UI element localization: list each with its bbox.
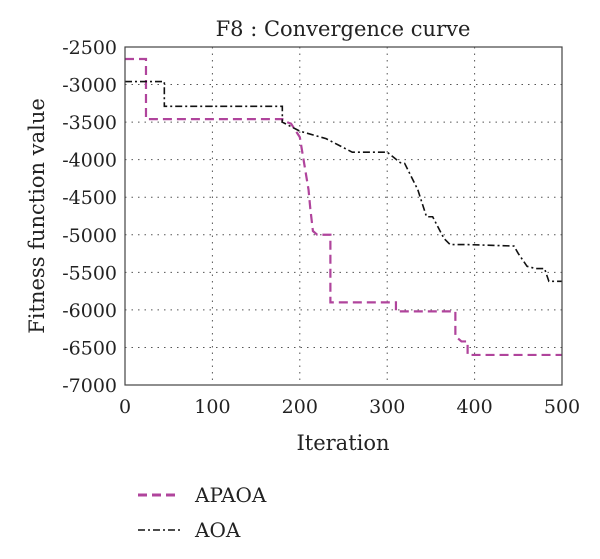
x-tick-label: 0: [119, 396, 131, 418]
y-tick-label: -3500: [62, 112, 117, 134]
y-tick-label: -6000: [62, 300, 117, 322]
x-axis-label: Iteration: [296, 431, 389, 455]
series-line-apaoa: [125, 57, 562, 357]
x-tick-label: 500: [544, 396, 580, 418]
y-tick-label: -5000: [62, 225, 117, 247]
y-tick-label: -4500: [62, 187, 117, 209]
x-tick-labels: 0 100 200 300 400 500: [119, 396, 580, 418]
y-tick-label: -3000: [62, 75, 117, 97]
y-tick-label: -2500: [62, 37, 117, 59]
x-tick-label: 200: [282, 396, 318, 418]
y-tick-label: -7000: [62, 375, 117, 397]
x-tick-label: 300: [369, 396, 405, 418]
x-tick-label: 400: [456, 396, 492, 418]
y-tick-labels: -2500 -3000 -3500 -4000 -4500 -5000 -5500 -6000…: [62, 37, 117, 397]
x-tick-label: 100: [194, 396, 230, 418]
y-tick-label: -4000: [62, 150, 117, 172]
legend-label-apaoa: APAOA: [194, 483, 267, 507]
y-axis-label: Fitness function value: [25, 98, 49, 334]
chart-title: F8 : Convergence curve: [216, 17, 471, 41]
series-lines: [125, 57, 562, 357]
plot-frame: [124, 46, 563, 386]
y-tick-label: -5500: [62, 262, 117, 284]
legend-label-aoa: AOA: [194, 518, 241, 542]
legend: APAOA AOA: [138, 483, 267, 542]
series-line-aoa: [125, 80, 562, 283]
y-tick-label: -6500: [62, 337, 117, 359]
grid-lines: [125, 47, 562, 385]
